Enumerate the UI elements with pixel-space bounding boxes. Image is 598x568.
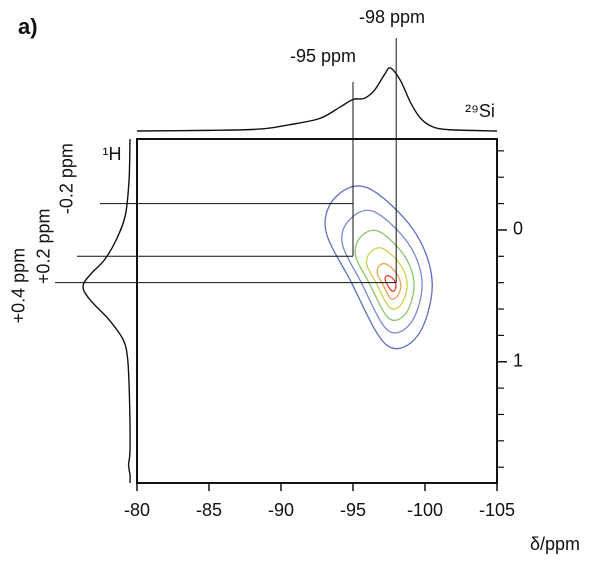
contour — [365, 247, 408, 310]
contour — [354, 229, 415, 322]
x-tick-label: -95 — [340, 500, 366, 520]
contour — [341, 209, 423, 334]
left-projection — [82, 138, 131, 484]
plot-frame — [136, 138, 498, 484]
x-tick-label: -80 — [124, 500, 150, 520]
x-tick-label: -100 — [407, 500, 443, 520]
x-tick-label: -105 — [479, 500, 515, 520]
x-marker-label: -98 ppm — [359, 7, 425, 27]
contour — [324, 185, 433, 350]
y-marker-label: +0.4 ppm — [9, 248, 29, 324]
y-tick-label: 1 — [513, 350, 523, 370]
contour — [384, 274, 397, 292]
contour — [376, 262, 402, 300]
x-tick-label: -85 — [196, 500, 222, 520]
y-tick-label: 0 — [513, 219, 523, 239]
panel-label: a) — [18, 14, 38, 39]
y-marker-label: +0.2 ppm — [34, 209, 54, 285]
top-projection — [136, 67, 498, 132]
x-axis-label: δ/ppm — [530, 534, 580, 554]
x-marker-label: -95 ppm — [290, 46, 356, 66]
y-marker-label: -0.2 ppm — [57, 143, 77, 214]
y-nucleus: ¹H — [103, 144, 122, 164]
x-tick-label: -90 — [268, 500, 294, 520]
x-nucleus: ²⁹Si — [465, 101, 495, 121]
